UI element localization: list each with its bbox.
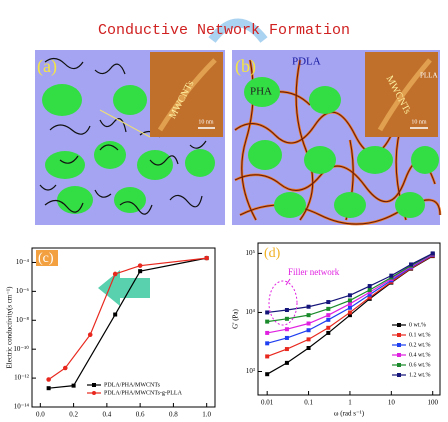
data-point <box>72 384 76 388</box>
data-point <box>47 386 51 390</box>
data-point <box>326 300 330 304</box>
scale-bar-label: 10 nm <box>411 119 427 125</box>
x-tick-label: 1.0 <box>202 411 211 419</box>
data-point <box>307 313 311 317</box>
legend-marker <box>397 363 401 367</box>
y-tick-label: 10³ <box>246 367 255 375</box>
legend-marker <box>397 343 401 347</box>
panel-label: (d) <box>264 246 281 261</box>
data-point <box>265 310 269 314</box>
data-point <box>265 320 269 324</box>
legend-label: 1.2 wt.% <box>409 372 431 378</box>
data-point <box>389 274 393 278</box>
legend-marker <box>397 353 401 357</box>
data-point <box>348 298 352 302</box>
legend-label: 0.4 wt.% <box>409 352 431 358</box>
data-point <box>431 251 435 255</box>
matrix-label: PDLA <box>292 56 321 68</box>
data-point <box>307 321 311 325</box>
legend-label: 0.6 wt.% <box>409 362 431 368</box>
legend-label: PDLA/PHA/MWCNTs-g-PLLA <box>104 390 183 396</box>
data-point <box>88 332 93 337</box>
data-point <box>409 262 413 266</box>
panel-label: (a) <box>37 56 57 77</box>
data-point <box>348 306 352 310</box>
data-point <box>326 326 330 330</box>
data-point <box>285 336 289 340</box>
data-point <box>204 256 209 261</box>
data-point <box>138 263 143 268</box>
data-point <box>326 331 330 335</box>
x-tick-label: 1 <box>348 399 352 407</box>
y-tick-label: 10⁵ <box>246 249 256 257</box>
y-tick-label: 10⁻⁸ <box>16 316 30 324</box>
data-point <box>285 317 289 321</box>
data-point <box>326 313 330 317</box>
legend-marker <box>92 391 96 395</box>
x-tick-label: 0.1 <box>304 399 313 407</box>
data-point <box>307 346 311 350</box>
x-tick-label: 0.0 <box>36 411 45 419</box>
legend-label: 0 wt.% <box>409 322 426 328</box>
data-point <box>285 347 289 351</box>
panel-label: (b) <box>235 56 256 77</box>
data-point <box>307 328 311 332</box>
data-point <box>307 305 311 309</box>
data-point <box>285 361 289 365</box>
data-point <box>113 272 118 277</box>
data-point <box>285 308 289 312</box>
figure: Conductive Network Formation MWCNTs 10 n… <box>0 0 448 422</box>
panel-b: MWCNTs PLLA 10 nm PDLA PHA (b) <box>232 50 440 225</box>
data-point <box>307 337 311 341</box>
data-point <box>113 313 117 317</box>
data-point <box>265 354 269 358</box>
legend-marker <box>397 373 401 377</box>
figure-title: Conductive Network Formation <box>98 22 350 39</box>
x-tick-label: 0.6 <box>136 411 145 419</box>
data-point <box>285 327 289 331</box>
data-point <box>138 269 142 273</box>
data-point <box>348 302 352 306</box>
x-axis-label: ω (rad s⁻¹) <box>334 410 365 418</box>
y-axis-label: G' (Pa) <box>232 308 240 328</box>
particle-label: PHA <box>250 86 272 98</box>
legend-label: 0.1 wt.% <box>409 332 431 338</box>
legend-marker <box>397 333 401 337</box>
data-point <box>265 341 269 345</box>
data-point <box>326 307 330 311</box>
y-tick-label: 10⁻¹⁰ <box>13 345 29 353</box>
data-point <box>265 331 269 335</box>
legend-label: PDLA/PHA/MWCNTs <box>104 382 161 388</box>
y-tick-label: 10⁻⁶ <box>16 287 30 295</box>
y-axis-label: Electric conductivity(s cm⁻¹) <box>6 286 14 369</box>
data-point <box>348 310 352 314</box>
x-tick-label: 0.4 <box>102 411 111 419</box>
y-tick-label: 10⁻⁴ <box>16 258 30 266</box>
x-tick-label: 0.01 <box>261 399 274 407</box>
x-tick-label: 10 <box>388 399 396 407</box>
x-tick-label: 0.2 <box>69 411 78 419</box>
x-tick-label: 0.8 <box>169 411 178 419</box>
legend-marker <box>92 383 96 387</box>
panel-a: MWCNTs 10 nm (a) <box>35 50 225 225</box>
graft-label: PLLA <box>420 72 438 80</box>
legend-label: 0.2 wt.% <box>409 342 431 348</box>
y-tick-label: 10⁻¹⁴ <box>14 403 30 411</box>
data-point <box>368 288 372 292</box>
data-point <box>63 366 68 371</box>
scale-bar-label: 10 nm <box>198 119 214 125</box>
y-tick-label: 10⁴ <box>246 308 256 316</box>
legend-marker <box>397 323 401 327</box>
data-point <box>368 284 372 288</box>
page: Conductive Network Formation MWCNTs 10 n… <box>0 0 448 422</box>
data-point <box>46 377 51 382</box>
data-point <box>348 293 352 297</box>
y-tick-label: 10⁻¹² <box>14 374 29 382</box>
data-point <box>326 318 330 322</box>
annotation: Filler network <box>288 267 340 277</box>
x-tick-label: 100 <box>427 399 438 407</box>
data-point <box>265 372 269 376</box>
panel-label: (c) <box>38 251 54 266</box>
